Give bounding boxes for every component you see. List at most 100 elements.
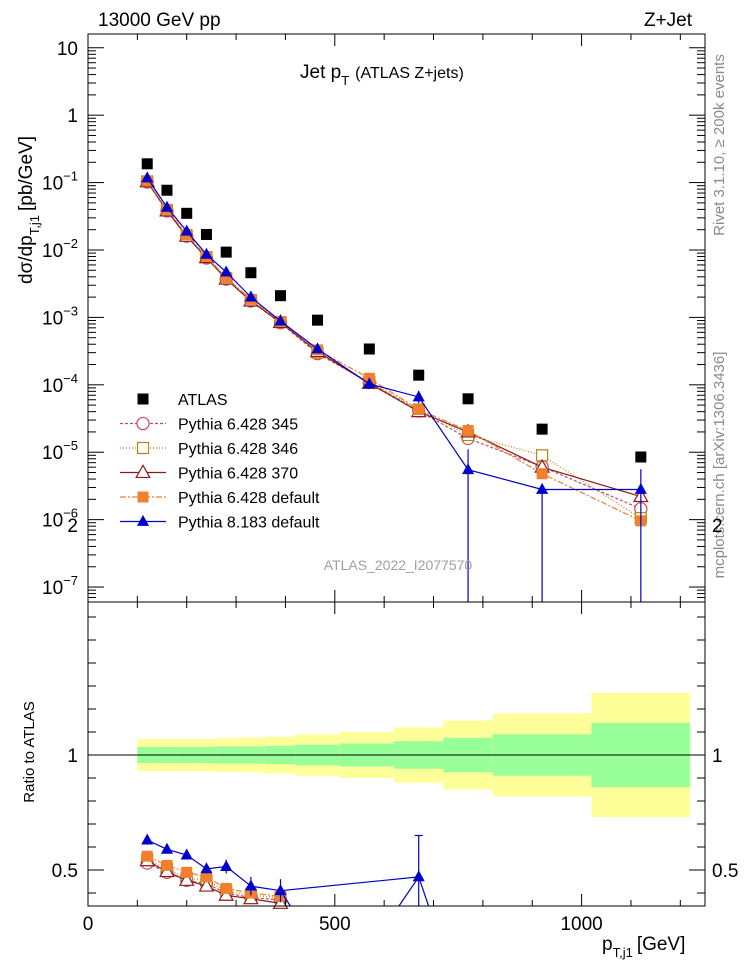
main-ytick-label: 10−4: [42, 371, 78, 397]
main-ytick-label: 10−3: [42, 303, 78, 329]
data-point: [275, 290, 287, 302]
side-label-rivet: Rivet 3.1.10, ≥ 200k events: [711, 54, 728, 236]
ratio-series-marker: [198, 877, 215, 892]
main-ytick-label: 10−6: [42, 506, 78, 532]
ratio-series-marker: [141, 850, 153, 862]
legend-marker: [136, 514, 150, 526]
main-ylabel-sub: T,j1: [27, 215, 42, 235]
data-point: [181, 207, 193, 219]
main-title: Jet pT (ATLAS Z+jets): [300, 62, 464, 88]
data-point: [200, 228, 212, 240]
series-marker: [220, 272, 232, 284]
ratio-series-marker: [141, 833, 154, 845]
main-ytick-label-base: 10: [42, 376, 63, 397]
main-title-main: Jet p: [300, 62, 341, 83]
legend-marker: [137, 491, 149, 503]
ratio-xtick-label: 500: [319, 914, 351, 935]
series-4: [141, 171, 647, 602]
data-point: [413, 369, 425, 381]
main-ylabel-unit: [pb/GeV]: [16, 136, 37, 211]
ratio-series-4: [141, 833, 430, 907]
main-ytick-label-base: 10: [42, 443, 63, 464]
main-ytick-label-base: 10: [42, 308, 63, 329]
ratio-series: [139, 833, 430, 909]
ratio-ytick-label-right: 0.5: [712, 861, 738, 882]
main-ytick-label-base: 1: [67, 106, 78, 127]
main-ytick-label-base: 10: [42, 578, 63, 599]
data-point: [245, 267, 257, 279]
ratio-series-marker: [220, 882, 232, 894]
legend-item-1: Pythia 6.428 346: [120, 441, 298, 458]
ratio-xtick-label: 1000: [560, 914, 602, 935]
legend: ATLAS Pythia 6.428 345 Pythia 6.428 346 Pyt…: [120, 392, 320, 532]
header-right: Z+Jet: [644, 10, 693, 31]
watermark: ATLAS_2022_I2077570: [324, 557, 473, 573]
legend-marker: [137, 393, 149, 405]
ratio-series-marker: [161, 859, 173, 871]
ratio-ytick-label-right: 2: [712, 516, 723, 537]
ratio-series-marker: [181, 866, 193, 878]
ratio-ticks: 0.5 0.5 1 1 2 2 0 500 1000: [52, 516, 739, 935]
main-ytick-label: 10−2: [42, 236, 78, 262]
main-ylabel: dσ/dpT,j1 [pb/GeV]: [16, 136, 42, 284]
main-ytick-label: 10−1: [42, 169, 78, 195]
main-ytick-label-exp: −5: [63, 438, 78, 453]
legend-item-data: ATLAS: [137, 392, 228, 409]
series-marker: [141, 171, 154, 183]
ratio-ytick-label: 1: [67, 746, 78, 767]
data-point: [312, 314, 324, 326]
series-marker: [200, 247, 213, 259]
main-series: [139, 171, 649, 602]
main-ytick-label-exp: −1: [63, 169, 78, 184]
ratio-series-marker: [178, 871, 195, 886]
legend-label: Pythia 6.428 345: [178, 417, 298, 434]
series-marker: [180, 224, 193, 236]
legend-item-3: Pythia 6.428 default: [120, 490, 320, 507]
legend-label: Pythia 6.428 default: [178, 490, 320, 507]
main-ytick-label: 10: [57, 39, 78, 60]
data-point: [462, 393, 474, 405]
series-marker: [536, 468, 548, 480]
main-ylabel-main: dσ/dp: [16, 235, 37, 284]
legend-item-0: Pythia 6.428 345: [120, 417, 298, 434]
series-marker: [274, 314, 287, 326]
data-point: [635, 451, 647, 463]
ratio-xlabel: pT,j1 [GeV]: [602, 934, 685, 960]
ratio-series-line: [279, 890, 291, 907]
series-marker: [220, 265, 233, 277]
series-marker: [413, 404, 425, 416]
main-ytick-label-exp: −3: [63, 303, 78, 318]
header-left: 13000 GeV pp: [98, 10, 221, 31]
legend-marker: [135, 464, 151, 479]
main-ytick-label-base: 10: [42, 511, 63, 532]
data-point: [141, 158, 153, 170]
main-ytick-label: 1: [67, 106, 78, 127]
ratio-ylabel: Ratio to ATLAS: [21, 701, 38, 802]
main-ytick-label-exp: −4: [63, 371, 78, 386]
series-marker: [462, 425, 474, 437]
side-label-mcplots: mcplots.cern.ch [arXiv:1306.3436]: [711, 352, 728, 579]
series-marker: [536, 482, 549, 494]
series-marker: [244, 290, 257, 302]
main-title-suffix: (ATLAS Z+jets): [355, 65, 464, 82]
ratio-series-marker: [200, 871, 212, 883]
series-marker: [311, 342, 324, 354]
main-ytick-label: 10−5: [42, 438, 78, 464]
legend-label: Pythia 6.428 346: [178, 441, 298, 458]
ratio-plot: 0.5 0.5 1 1 2 2 0 500 1000 Ratio to ATLAS pT,j1 […: [21, 516, 738, 960]
ratio-ytick-label-right: 1: [712, 746, 723, 767]
data-point: [220, 246, 232, 258]
ratio-xlabel-unit: [GeV]: [637, 934, 686, 955]
legend-marker: [136, 416, 150, 431]
ratio-xtick-label: 0: [83, 914, 94, 935]
main-ytick-label-exp: −7: [63, 573, 78, 588]
ratio-series-marker: [272, 894, 289, 909]
main-title-sub: T: [341, 73, 349, 88]
data-point: [536, 423, 548, 435]
ratio-ytick-label: 0.5: [52, 861, 78, 882]
main-ytick-label-exp: −6: [63, 506, 78, 521]
